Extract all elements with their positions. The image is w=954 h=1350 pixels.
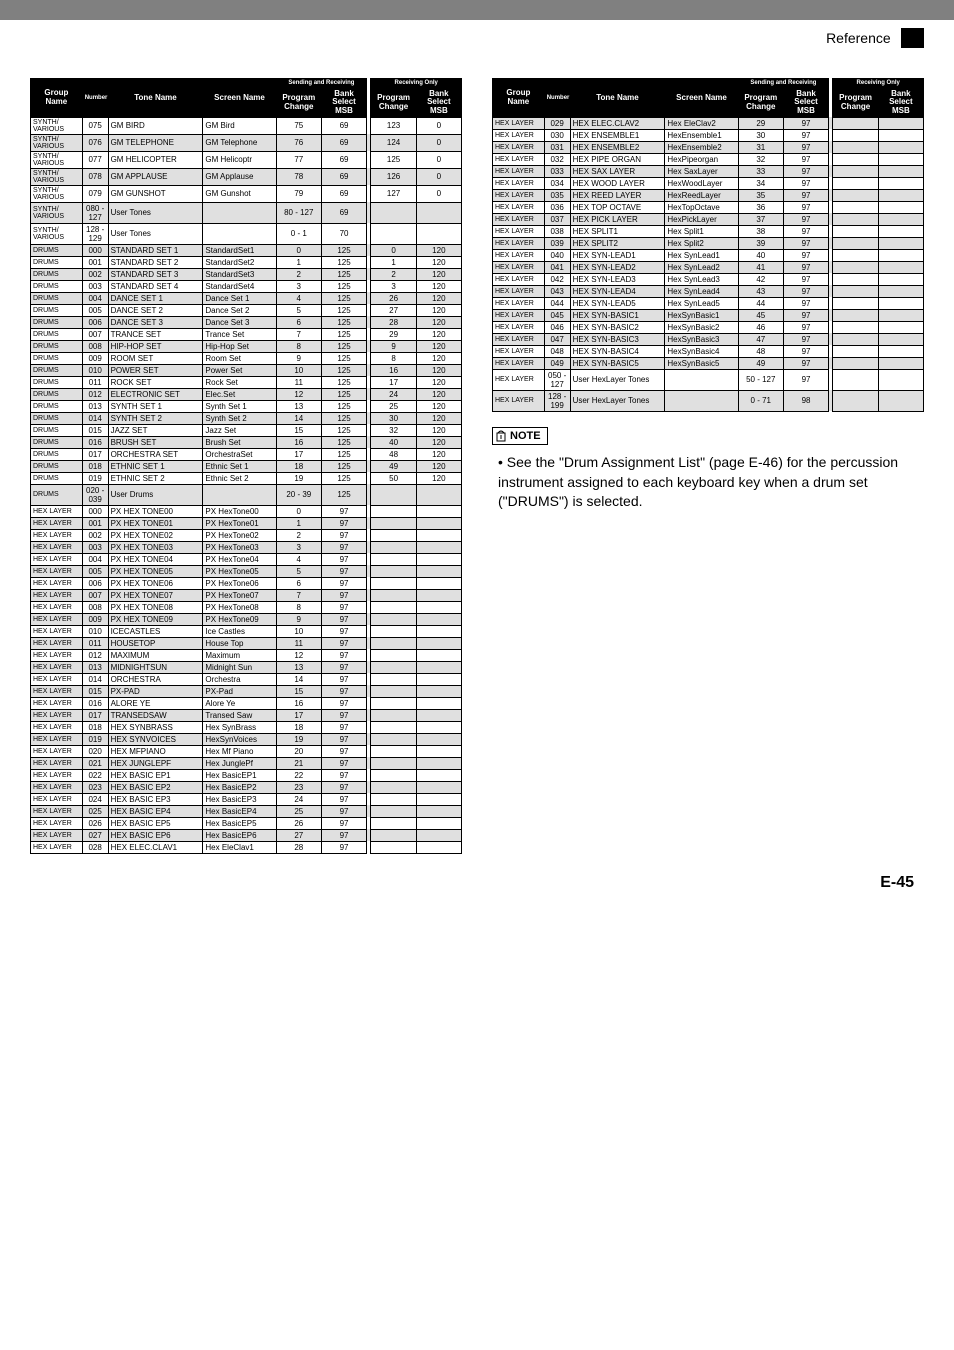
- page-number: E-45: [0, 864, 954, 912]
- table-row: DRUMS 013 SYNTH SET 1 Synth Set 1 13 125…: [31, 400, 462, 412]
- table-row: HEX LAYER 011 HOUSETOP House Top 11 97: [31, 637, 462, 649]
- table-row: DRUMS 000 STANDARD SET 1 StandardSet1 0 …: [31, 244, 462, 256]
- table-row: HEX LAYER 041 HEX SYN-LEAD2 Hex SynLead2…: [493, 261, 924, 273]
- table-row: HEX LAYER 023 HEX BASIC EP2 Hex BasicEP2…: [31, 781, 462, 793]
- table-row: HEX LAYER 038 HEX SPLIT1 Hex Split1 38 9…: [493, 225, 924, 237]
- table-row: HEX LAYER 030 HEX ENSEMBLE1 HexEnsemble1…: [493, 129, 924, 141]
- table-row: HEX LAYER 014 ORCHESTRA Orchestra 14 97: [31, 673, 462, 685]
- table-row: SYNTH/ VARIOUS 080 - 127 User Tones 80 -…: [31, 202, 462, 223]
- table-row: SYNTH/ VARIOUS 077 GM HELICOPTER GM Heli…: [31, 151, 462, 168]
- table-row: DRUMS 012 ELECTRONIC SET Elec.Set 12 125…: [31, 388, 462, 400]
- header-bar: [0, 0, 954, 20]
- table-row: SYNTH/ VARIOUS 078 GM APPLAUSE GM Applau…: [31, 168, 462, 185]
- table-row: DRUMS 006 DANCE SET 3 Dance Set 3 6 125 …: [31, 316, 462, 328]
- note-label: NOTE: [492, 427, 548, 445]
- content: Group Name Number Tone Name Screen Name …: [0, 48, 954, 864]
- table-row: HEX LAYER 043 HEX SYN-LEAD4 Hex SynLead4…: [493, 285, 924, 297]
- table-row: DRUMS 007 TRANCE SET Trance Set 7 125 29…: [31, 328, 462, 340]
- table-row: DRUMS 001 STANDARD SET 2 StandardSet2 1 …: [31, 256, 462, 268]
- table-row: HEX LAYER 025 HEX BASIC EP4 Hex BasicEP4…: [31, 805, 462, 817]
- note-block: NOTE • See the "Drum Assignment List" (p…: [492, 427, 924, 512]
- table-row: HEX LAYER 009 PX HEX TONE09 PX HexTone09…: [31, 613, 462, 625]
- table-row: HEX LAYER 044 HEX SYN-LEAD5 Hex SynLead5…: [493, 297, 924, 309]
- table-row: HEX LAYER 045 HEX SYN-BASIC1 HexSynBasic…: [493, 309, 924, 321]
- table-row: SYNTH/ VARIOUS 128 - 129 User Tones 0 - …: [31, 223, 462, 244]
- table-row: HEX LAYER 026 HEX BASIC EP5 Hex BasicEP5…: [31, 817, 462, 829]
- table-row: DRUMS 015 JAZZ SET Jazz Set 15 125 32 12…: [31, 424, 462, 436]
- table-row: HEX LAYER 024 HEX BASIC EP3 Hex BasicEP3…: [31, 793, 462, 805]
- table-row: HEX LAYER 036 HEX TOP OCTAVE HexTopOctav…: [493, 201, 924, 213]
- table-row: DRUMS 009 ROOM SET Room Set 9 125 8 120: [31, 352, 462, 364]
- table-row: SYNTH/ VARIOUS 075 GM BIRD GM Bird 75 69…: [31, 117, 462, 134]
- table-row: HEX LAYER 034 HEX WOOD LAYER HexWoodLaye…: [493, 177, 924, 189]
- table-row: HEX LAYER 002 PX HEX TONE02 PX HexTone02…: [31, 529, 462, 541]
- table-row: HEX LAYER 019 HEX SYNVOICES HexSynVoices…: [31, 733, 462, 745]
- table-row: DRUMS 002 STANDARD SET 3 StandardSet3 2 …: [31, 268, 462, 280]
- table-row: HEX LAYER 128 - 199 User HexLayer Tones …: [493, 390, 924, 411]
- table-row: HEX LAYER 004 PX HEX TONE04 PX HexTone04…: [31, 553, 462, 565]
- table-row: SYNTH/ VARIOUS 076 GM TELEPHONE GM Telep…: [31, 134, 462, 151]
- table-row: DRUMS 010 POWER SET Power Set 10 125 16 …: [31, 364, 462, 376]
- right-column: Group Name Number Tone Name Screen Name …: [492, 78, 924, 512]
- table-row: HEX LAYER 008 PX HEX TONE08 PX HexTone08…: [31, 601, 462, 613]
- table-row: HEX LAYER 012 MAXIMUM Maximum 12 97: [31, 649, 462, 661]
- table-row: DRUMS 018 ETHNIC SET 1 Ethnic Set 1 18 1…: [31, 460, 462, 472]
- table-row: DRUMS 016 BRUSH SET Brush Set 16 125 40 …: [31, 436, 462, 448]
- table-row: HEX LAYER 031 HEX ENSEMBLE2 HexEnsemble2…: [493, 141, 924, 153]
- table-row: HEX LAYER 035 HEX REED LAYER HexReedLaye…: [493, 189, 924, 201]
- table-row: DRUMS 005 DANCE SET 2 Dance Set 2 5 125 …: [31, 304, 462, 316]
- table-row: DRUMS 020 - 039 User Drums 20 - 39 125: [31, 484, 462, 505]
- table-row: DRUMS 019 ETHNIC SET 2 Ethnic Set 2 19 1…: [31, 472, 462, 484]
- table-row: SYNTH/ VARIOUS 079 GM GUNSHOT GM Gunshot…: [31, 185, 462, 202]
- table-row: HEX LAYER 013 MIDNIGHTSUN Midnight Sun 1…: [31, 661, 462, 673]
- table-row: DRUMS 008 HIP-HOP SET Hip-Hop Set 8 125 …: [31, 340, 462, 352]
- table-row: HEX LAYER 007 PX HEX TONE07 PX HexTone07…: [31, 589, 462, 601]
- table-row: HEX LAYER 032 HEX PIPE ORGAN HexPipeorga…: [493, 153, 924, 165]
- table-row: DRUMS 014 SYNTH SET 2 Synth Set 2 14 125…: [31, 412, 462, 424]
- table-row: HEX LAYER 000 PX HEX TONE00 PX HexTone00…: [31, 505, 462, 517]
- table-row: HEX LAYER 001 PX HEX TONE01 PX HexTone01…: [31, 517, 462, 529]
- table-row: HEX LAYER 028 HEX ELEC.CLAV1 Hex EleClav…: [31, 841, 462, 853]
- table-row: HEX LAYER 010 ICECASTLES Ice Castles 10 …: [31, 625, 462, 637]
- table-row: DRUMS 017 ORCHESTRA SET OrchestraSet 17 …: [31, 448, 462, 460]
- table-row: HEX LAYER 027 HEX BASIC EP6 Hex BasicEP6…: [31, 829, 462, 841]
- reference-row: Reference: [0, 20, 954, 48]
- note-icon: [496, 430, 506, 442]
- note-text: • See the "Drum Assignment List" (page E…: [492, 453, 924, 512]
- table-row: HEX LAYER 037 HEX PICK LAYER HexPickLaye…: [493, 213, 924, 225]
- tone-table-left: Group Name Number Tone Name Screen Name …: [30, 78, 462, 854]
- table-row: HEX LAYER 018 HEX SYNBRASS Hex SynBrass …: [31, 721, 462, 733]
- reference-label: Reference: [826, 30, 891, 46]
- table-row: HEX LAYER 040 HEX SYN-LEAD1 Hex SynLead1…: [493, 249, 924, 261]
- table-row: HEX LAYER 048 HEX SYN-BASIC4 HexSynBasic…: [493, 345, 924, 357]
- table-row: HEX LAYER 022 HEX BASIC EP1 Hex BasicEP1…: [31, 769, 462, 781]
- table-row: HEX LAYER 047 HEX SYN-BASIC3 HexSynBasic…: [493, 333, 924, 345]
- reference-badge: [901, 28, 924, 48]
- table-row: HEX LAYER 006 PX HEX TONE06 PX HexTone06…: [31, 577, 462, 589]
- tone-table-right: Group Name Number Tone Name Screen Name …: [492, 78, 924, 412]
- table-row: HEX LAYER 016 ALORE YE Alore Ye 16 97: [31, 697, 462, 709]
- table-row: HEX LAYER 017 TRANSEDSAW Transed Saw 17 …: [31, 709, 462, 721]
- table-row: DRUMS 003 STANDARD SET 4 StandardSet4 3 …: [31, 280, 462, 292]
- table-row: HEX LAYER 021 HEX JUNGLEPF Hex JunglePf …: [31, 757, 462, 769]
- table-row: DRUMS 011 ROCK SET Rock Set 11 125 17 12…: [31, 376, 462, 388]
- table-row: HEX LAYER 049 HEX SYN-BASIC5 HexSynBasic…: [493, 357, 924, 369]
- table-row: HEX LAYER 050 - 127 User HexLayer Tones …: [493, 369, 924, 390]
- table-row: HEX LAYER 042 HEX SYN-LEAD3 Hex SynLead3…: [493, 273, 924, 285]
- table-row: HEX LAYER 029 HEX ELEC.CLAV2 Hex EleClav…: [493, 117, 924, 129]
- table-row: HEX LAYER 015 PX-PAD PX-Pad 15 97: [31, 685, 462, 697]
- table-row: HEX LAYER 005 PX HEX TONE05 PX HexTone05…: [31, 565, 462, 577]
- note-label-text: NOTE: [510, 430, 541, 442]
- table-row: DRUMS 004 DANCE SET 1 Dance Set 1 4 125 …: [31, 292, 462, 304]
- left-column: Group Name Number Tone Name Screen Name …: [30, 78, 462, 854]
- table-row: HEX LAYER 033 HEX SAX LAYER Hex SaxLayer…: [493, 165, 924, 177]
- table-row: HEX LAYER 046 HEX SYN-BASIC2 HexSynBasic…: [493, 321, 924, 333]
- table-row: HEX LAYER 039 HEX SPLIT2 Hex Split2 39 9…: [493, 237, 924, 249]
- table-row: HEX LAYER 020 HEX MFPIANO Hex Mf Piano 2…: [31, 745, 462, 757]
- table-row: HEX LAYER 003 PX HEX TONE03 PX HexTone03…: [31, 541, 462, 553]
